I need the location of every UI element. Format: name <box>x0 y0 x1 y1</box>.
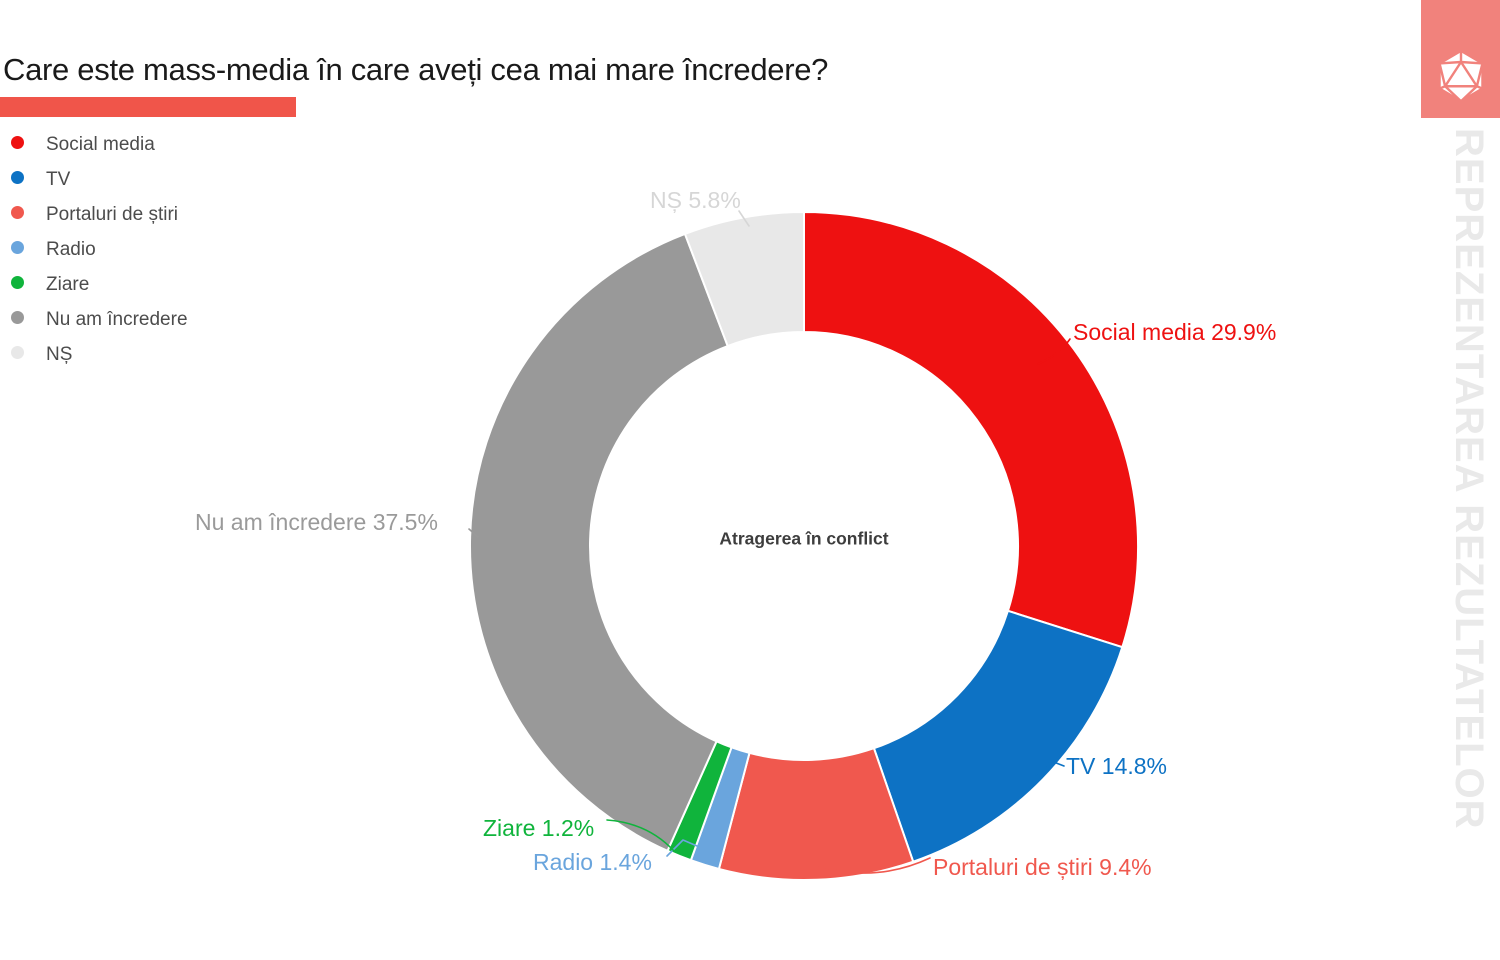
legend-label: Portaluri de știri <box>46 203 178 225</box>
slice-label-nu-am-incredere: Nu am încredere 37.5% <box>195 509 438 535</box>
slice-label-ns: NȘ 5.8% <box>650 187 741 213</box>
legend-item-ns[interactable]: NȘ <box>11 337 188 372</box>
leader-line-ns <box>738 210 750 227</box>
legend-dot <box>11 136 24 149</box>
leader-line-radio <box>666 839 705 857</box>
leader-line-tv <box>1035 760 1065 776</box>
donut-slice-n-[interactable] <box>683 210 805 348</box>
slice-label-ziare: Ziare 1.2% <box>483 815 595 841</box>
icosahedron-d20-icon <box>1437 49 1484 103</box>
legend-item-portaluri[interactable]: Portaluri de știri <box>11 197 188 232</box>
leader-line-social-media <box>1037 338 1071 365</box>
slice-label-tv: TV 14.8% <box>1066 753 1167 779</box>
legend-dot <box>11 346 24 359</box>
legend-label: TV <box>46 168 71 190</box>
legend-label: Ziare <box>46 273 90 295</box>
legend-item-tv[interactable]: TV <box>11 162 188 197</box>
page-title: Care este mass-media în care aveți cea m… <box>3 52 829 87</box>
legend-dot <box>11 206 24 219</box>
donut-slice-nu-am-ncredere[interactable] <box>469 232 730 853</box>
legend-item-nu-am-incredere[interactable]: Nu am încredere <box>11 302 188 337</box>
legend-label: Nu am încredere <box>46 308 188 330</box>
legend-item-radio[interactable]: Radio <box>11 232 188 267</box>
leader-line-ziare <box>606 819 675 852</box>
legend: Social media TV Portaluri de știri Radio… <box>11 127 188 372</box>
legend-item-social-media[interactable]: Social media <box>11 127 188 162</box>
title-accent-bar <box>0 97 296 117</box>
brand-logo[interactable] <box>1421 0 1500 118</box>
legend-label: NȘ <box>46 343 73 365</box>
leader-line-nu-am-incredere <box>468 528 479 538</box>
watermark-text: REPREZENTAREA REZULTATELOR <box>1447 128 1491 830</box>
legend-dot <box>11 276 24 289</box>
slice-label-portaluri: Portaluri de știri 9.4% <box>933 854 1152 880</box>
legend-dot <box>11 311 24 324</box>
donut-center-label: Atragerea în conflict <box>719 528 889 549</box>
slice-label-social-media: Social media 29.9% <box>1073 319 1277 345</box>
slice-label-radio: Radio 1.4% <box>533 849 652 875</box>
legend-label: Social media <box>46 133 155 155</box>
leader-line-portaluri <box>815 849 931 874</box>
donut-slice-tv[interactable] <box>872 609 1124 863</box>
donut-slice-social-media[interactable] <box>803 210 1139 649</box>
legend-item-ziare[interactable]: Ziare <box>11 267 188 302</box>
legend-label: Radio <box>46 238 96 260</box>
legend-dot <box>11 171 24 184</box>
legend-dot <box>11 241 24 254</box>
